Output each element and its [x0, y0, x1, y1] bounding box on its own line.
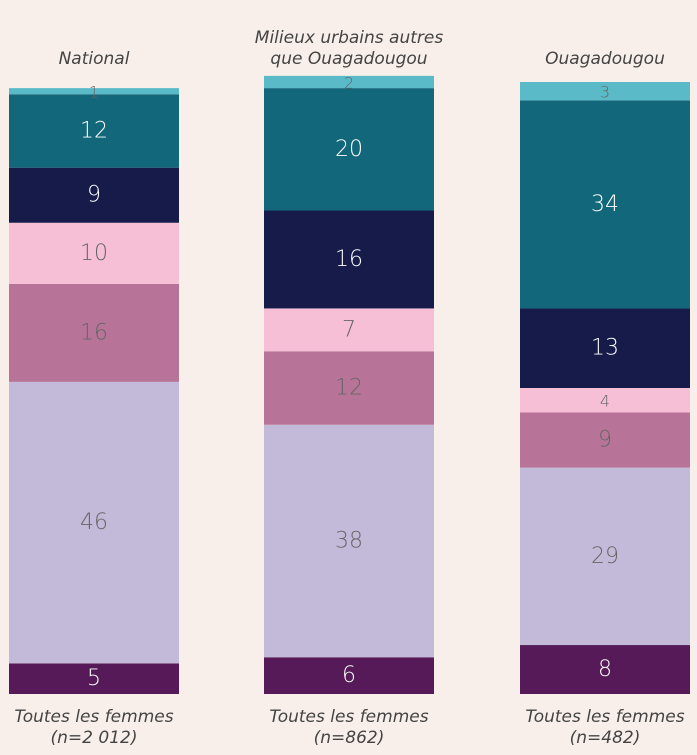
category-label: Ouagadougou: [545, 49, 665, 69]
value-label: 38: [335, 529, 363, 554]
value-label: 3: [600, 83, 610, 102]
footnote: Toutes les femmes: [269, 707, 429, 727]
bar-segment: [264, 424, 434, 658]
footnote: (n=2 012): [50, 728, 138, 748]
bar-segment: [9, 222, 179, 284]
value-label: 29: [591, 544, 619, 569]
bar-segment: [264, 88, 434, 211]
bar-segment: [264, 351, 434, 425]
value-label: 34: [591, 192, 619, 217]
bar-segment: [520, 467, 690, 646]
value-label: 9: [598, 428, 612, 453]
value-label: 6: [342, 663, 356, 688]
bar-segment: [264, 75, 434, 89]
bar-segment: [520, 388, 690, 413]
value-label: 2: [344, 74, 354, 93]
category-label: Milieux urbains autres que Ouagadougou: [254, 28, 444, 69]
value-label: 1: [89, 83, 99, 102]
footnote: Toutes les femmes: [525, 707, 685, 727]
category-label: National: [58, 49, 130, 69]
bar-segment: [9, 94, 179, 168]
bar-segment: [264, 210, 434, 309]
value-label: 8: [598, 657, 612, 682]
bar-segment: [520, 82, 690, 101]
bar-segment: [264, 657, 434, 694]
bar-segment: [520, 645, 690, 694]
value-label: 20: [335, 137, 363, 162]
value-label: 4: [600, 392, 610, 411]
bar-segment: [9, 283, 179, 382]
value-label: 7: [342, 317, 356, 342]
bar-segment: [264, 308, 434, 352]
value-label: 12: [335, 376, 363, 401]
bar-segment: [520, 100, 690, 309]
footnote: Toutes les femmes: [14, 707, 174, 727]
value-label: 9: [87, 183, 101, 208]
value-label: 13: [591, 336, 619, 361]
value-label: 16: [335, 247, 363, 272]
value-label: 10: [80, 241, 108, 266]
bar-segment: [9, 663, 179, 694]
value-label: 12: [80, 118, 108, 143]
bar-segment: [9, 381, 179, 664]
bar-segment: [9, 167, 179, 223]
bar-segment: [520, 412, 690, 468]
bar-segment: [9, 88, 179, 95]
footnote: (n=862): [313, 728, 385, 748]
value-label: 16: [80, 320, 108, 345]
value-label: 46: [80, 510, 108, 535]
bar-segment: [520, 308, 690, 388]
footnote: (n=482): [569, 728, 641, 748]
value-label: 5: [87, 666, 101, 691]
